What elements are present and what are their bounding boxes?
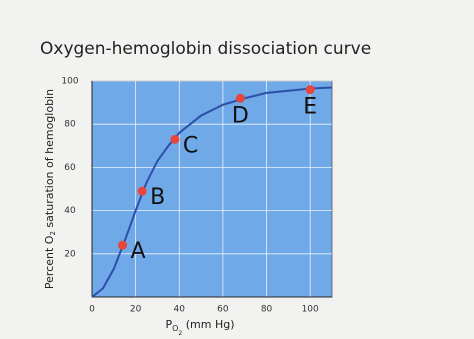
y-tick-label: 40 (64, 206, 76, 216)
point (170, 134, 180, 144)
x-axis-label-part: O (172, 324, 178, 333)
x-tick-label: 0 (89, 305, 95, 315)
point-label: B (150, 185, 165, 210)
y-tick-label: 20 (64, 249, 76, 259)
chart-title: Oxygen-hemoglobin dissociation curve (40, 39, 371, 59)
point-label: D (232, 103, 249, 128)
point-label: C (183, 133, 198, 158)
x-tick-label: 100 (302, 305, 319, 315)
plot-background (91, 80, 333, 298)
point (235, 93, 245, 103)
x-tick-label: 60 (217, 305, 229, 315)
y-axis-label-part: saturation of hemoglobin (43, 89, 56, 231)
point-label: A (131, 239, 146, 264)
x-tick-label: 20 (130, 305, 142, 315)
x-tick-label: 80 (261, 305, 273, 315)
x-tick-label: 40 (174, 305, 186, 315)
y-tick-label: 60 (64, 163, 76, 173)
y-axis-label-part: Percent O (43, 235, 56, 289)
x-axis-label-part: P (165, 318, 172, 331)
x-axis-label-part: (mm Hg) (182, 318, 234, 331)
y-axis-label-part: 2 (49, 231, 57, 235)
point-label: E (303, 95, 317, 120)
point (137, 186, 147, 196)
y-tick-label: 100 (61, 77, 78, 87)
x-axis-label-part: 2 (178, 330, 182, 337)
y-axis-label: Percent O2 saturation of hemoglobin (43, 89, 57, 289)
point (305, 85, 315, 95)
x-axis-label: PO2 (mm Hg) (165, 318, 234, 337)
y-tick-label: 80 (64, 120, 76, 130)
point (118, 240, 128, 250)
